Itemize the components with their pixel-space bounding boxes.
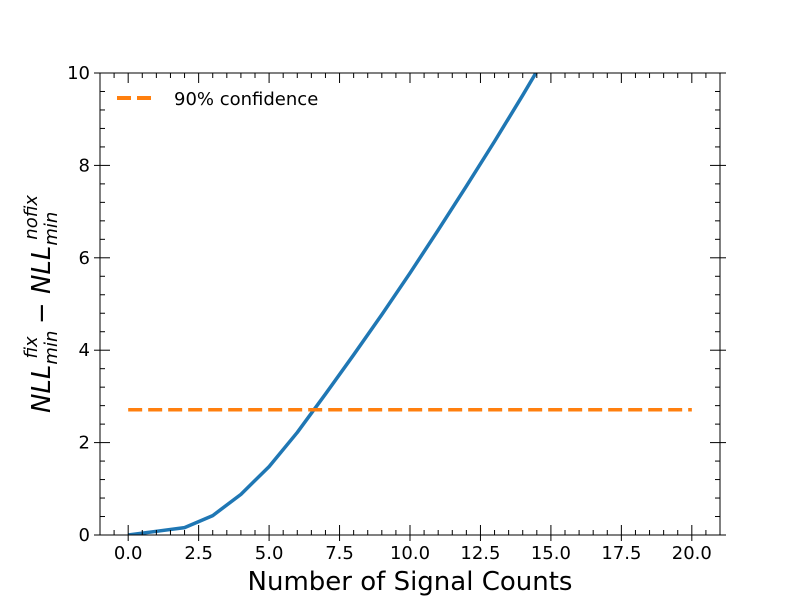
legend-label-90-confidence: 90% confidence: [174, 89, 318, 110]
x-tick-label: 7.5: [325, 543, 354, 564]
x-axis-label: Number of Signal Counts: [248, 567, 573, 597]
tick-layer: 0.0 2.5 5.0 7.5 10.0 12.5 15.0 17.5 20.0 0 2 4 6 8 10: [67, 63, 726, 564]
x-tick-label: 12.5: [460, 543, 500, 564]
x-tick-label: 20.0: [672, 543, 712, 564]
x-tick-label: 2.5: [184, 543, 213, 564]
y-tick-label: 4: [79, 340, 90, 361]
y-tick-label: 6: [79, 248, 90, 269]
svg-text:NLLminfix − NLLminnofix: NLLminfix − NLLminnofix: [21, 195, 62, 413]
y-tick-label: 0: [79, 525, 90, 546]
legend: 90% confidence: [117, 89, 318, 110]
series-line-0: [127, 73, 538, 535]
y-tick-label: 10: [67, 63, 90, 84]
series-layer: [127, 73, 692, 535]
x-tick-label: 0.0: [114, 543, 143, 564]
plot-frame: [99, 72, 721, 536]
x-tick-label: 5.0: [255, 543, 284, 564]
y-tick-label: 8: [79, 155, 90, 176]
x-tick-label: 17.5: [601, 543, 641, 564]
y-axis-label: NLLminfix − NLLminnofix: [21, 195, 62, 413]
y-tick-label: 2: [79, 433, 90, 454]
x-tick-label: 15.0: [531, 543, 571, 564]
x-tick-label: 10.0: [390, 543, 430, 564]
